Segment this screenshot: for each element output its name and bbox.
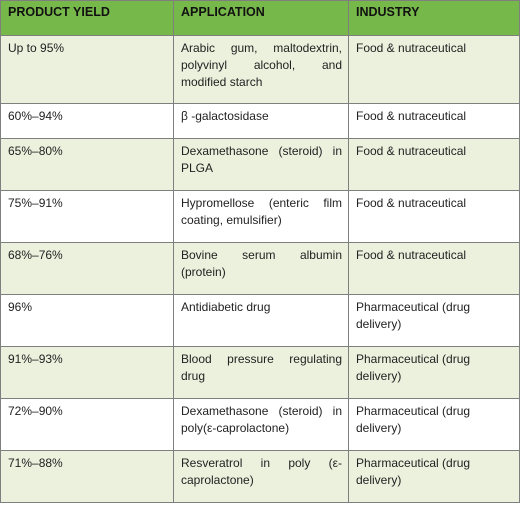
yield-cell: 72%–90% (0, 398, 174, 451)
table-row: 65%–80% Dexamethasone (steroid) in PLGA … (0, 138, 520, 191)
table-row: 91%–93% Blood pressure regulating drug P… (0, 346, 520, 399)
table-row: Up to 95% Arabic gum, maltodextrin, poly… (0, 35, 520, 104)
header-industry: INDUSTRY (348, 0, 520, 36)
application-cell: Antidiabetic drug (173, 294, 349, 347)
application-cell: Dexamethasone (steroid) in PLGA (173, 138, 349, 191)
table-row: 96% Antidiabetic drug Pharmaceutical (dr… (0, 294, 520, 347)
industry-cell: Food & nutraceutical (348, 103, 520, 139)
industry-cell: Pharmaceutical (drug delivery) (348, 450, 520, 503)
application-cell: β -galactosidase (173, 103, 349, 139)
table-header-row: PRODUCT YIELD APPLICATION INDUSTRY (0, 0, 520, 36)
table-row: 72%–90% Dexamethasone (steroid) in poly(… (0, 398, 520, 451)
yield-cell: 75%–91% (0, 190, 174, 243)
yield-cell: 60%–94% (0, 103, 174, 139)
industry-cell: Food & nutraceutical (348, 138, 520, 191)
table-row: 68%–76% Bovine serum albumin (protein) F… (0, 242, 520, 295)
application-cell: Dexamethasone (steroid) in poly(ε-caprol… (173, 398, 349, 451)
industry-cell: Food & nutraceutical (348, 190, 520, 243)
application-cell: Bovine serum albumin (protein) (173, 242, 349, 295)
yield-cell: Up to 95% (0, 35, 174, 104)
table-row: 75%–91% Hypromellose (enteric film coati… (0, 190, 520, 243)
yield-cell: 68%–76% (0, 242, 174, 295)
application-cell: Resveratrol in poly (ε-caprolactone) (173, 450, 349, 503)
yield-cell: 91%–93% (0, 346, 174, 399)
industry-cell: Pharmaceutical (drug delivery) (348, 346, 520, 399)
table-row: 71%–88% Resveratrol in poly (ε-caprolact… (0, 450, 520, 503)
yield-cell: 96% (0, 294, 174, 347)
industry-cell: Food & nutraceutical (348, 242, 520, 295)
header-product-yield: PRODUCT YIELD (0, 0, 174, 36)
industry-cell: Food & nutraceutical (348, 35, 520, 104)
application-cell: Arabic gum, maltodextrin, polyvinyl alco… (173, 35, 349, 104)
industry-cell: Pharmaceutical (drug delivery) (348, 294, 520, 347)
header-application: APPLICATION (173, 0, 349, 36)
yield-cell: 65%–80% (0, 138, 174, 191)
application-cell: Blood pressure regulating drug (173, 346, 349, 399)
industry-cell: Pharmaceutical (drug delivery) (348, 398, 520, 451)
application-cell: Hypromellose (enteric film coating, emul… (173, 190, 349, 243)
table-row: 60%–94% β -galactosidase Food & nutraceu… (0, 103, 520, 139)
yield-cell: 71%–88% (0, 450, 174, 503)
